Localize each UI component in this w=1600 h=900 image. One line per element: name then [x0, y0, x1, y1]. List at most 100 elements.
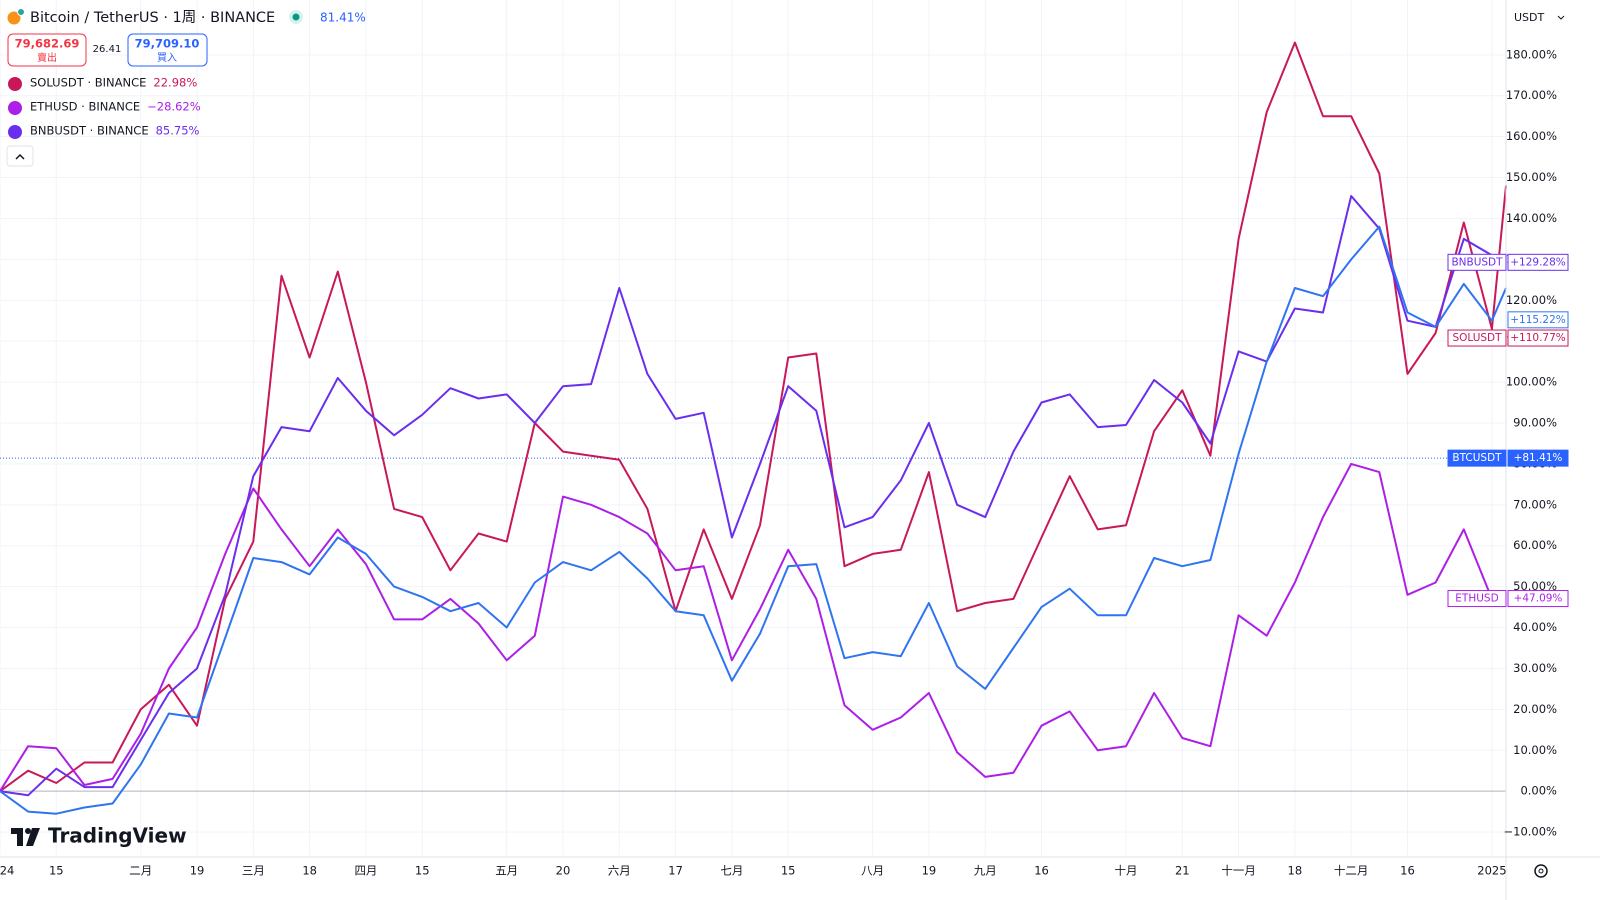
symbol-icon: [7, 11, 21, 25]
price-label-name: BTCUSDT: [1452, 452, 1502, 464]
price-label-name-box: [1447, 253, 1507, 271]
price-label-value: +115.22%: [1510, 314, 1566, 326]
collapse-icon: [15, 153, 25, 160]
x-tick-label: 15: [781, 864, 796, 878]
price-label-value: +129.28%: [1510, 256, 1566, 268]
sell-price: 79,682.69: [15, 37, 80, 51]
legend: SOLUSDT · BINANCE 22.98% ETHUSD · BINANCE −…: [8, 76, 201, 139]
x-tick-label: 2025: [1477, 864, 1506, 878]
price-labels: BNBUSDT +129.28% +115.22% SOLUSDT +110.77% BT…: [1447, 253, 1569, 608]
x-tick-label: 七月: [720, 864, 743, 878]
y-tick-label: 140.00%: [1506, 211, 1557, 225]
x-tick-label: 19: [190, 864, 205, 878]
currency-arrow: [1557, 15, 1565, 20]
price-label-name-box: [1447, 449, 1507, 467]
logo-mark-2: [26, 828, 40, 846]
price-label-name-box: [1447, 329, 1507, 347]
price-label-name: SOLUSDT: [1452, 332, 1502, 344]
x-tick-label: 16: [1034, 864, 1049, 878]
x-tick-label: 19: [922, 864, 937, 878]
y-tick-label: 90.00%: [1513, 416, 1557, 430]
x-tick-label: 15: [49, 864, 64, 878]
time-axis: 24 15 二月 19 三月 18 四月 15 五月 20 六月 17 七月 15 八月 19 九月 16 十月 21…: [0, 864, 1507, 878]
legend-name[interactable]: BNBUSDT · BINANCE: [30, 124, 149, 138]
x-tick-label: 九月: [974, 864, 997, 878]
y-tick-label: 50.00%: [1513, 579, 1557, 593]
y-tick-label: 0.00%: [1520, 784, 1557, 798]
x-tick-label: 20: [556, 864, 571, 878]
symbol-icon-badge: [17, 8, 25, 16]
price-label-name-box: [1447, 590, 1507, 608]
symbol-title[interactable]: Bitcoin / TetherUS · 1周 · BINANCE: [30, 10, 275, 26]
legend-icon: [8, 101, 22, 115]
buy-label: 買入: [157, 52, 177, 64]
plot-area: [0, 41, 1507, 815]
price-label-value: +47.09%: [1514, 593, 1563, 605]
logo-mark: [11, 828, 23, 846]
price-label-value: +110.77%: [1510, 332, 1566, 344]
legend-change: −28.62%: [147, 100, 201, 114]
x-tick-label: 24: [0, 864, 14, 878]
price-label-name: ETHUSD: [1455, 593, 1498, 605]
y-tick-label: 20.00%: [1513, 702, 1557, 716]
x-tick-label: 21: [1175, 864, 1190, 878]
legend-icon: [8, 77, 22, 91]
x-tick-label: 十月: [1114, 864, 1137, 878]
price-label-value: +81.41%: [1514, 452, 1563, 464]
y-tick-label: 120.00%: [1506, 293, 1557, 307]
header: Bitcoin / TetherUS · 1周 · BINANCE 81.41%…: [7, 8, 366, 67]
symbol-change: 81.41%: [320, 11, 366, 25]
x-tick-label: 十一月: [1221, 864, 1256, 878]
y-tick-label: 30.00%: [1513, 661, 1557, 675]
logo-text: TradingView: [48, 824, 187, 848]
price-label-box: [1507, 311, 1569, 329]
x-tick-label: 18: [302, 864, 317, 878]
y-tick-label: −10.00%: [1504, 825, 1558, 839]
x-tick-label: 四月: [354, 864, 377, 878]
series-line: [0, 225, 1507, 815]
grid: [0, 0, 1506, 855]
x-tick-label: 五月: [495, 864, 518, 878]
y-tick-label: 160.00%: [1506, 129, 1557, 143]
legend-name[interactable]: ETHUSD · BINANCE: [30, 100, 140, 114]
y-tick-label: 60.00%: [1513, 538, 1557, 552]
y-tick-label: 10.00%: [1513, 743, 1557, 757]
x-tick-label: 十二月: [1334, 864, 1369, 878]
logo-dot: [25, 828, 31, 834]
buy-button[interactable]: [127, 33, 208, 67]
y-tick-label: 70.00%: [1513, 497, 1557, 511]
price-label-box: [1507, 449, 1569, 467]
sell-label: 賣出: [37, 51, 57, 64]
y-tick-label: 40.00%: [1513, 620, 1557, 634]
y-tick-label: 180.00%: [1506, 47, 1557, 61]
logo: TradingView: [11, 824, 187, 848]
x-tick-label: 17: [668, 864, 683, 878]
x-tick-label: 16: [1400, 864, 1415, 878]
sell-button[interactable]: [7, 33, 87, 67]
y-tick-label: 100.00%: [1506, 375, 1557, 389]
x-tick-label: 三月: [242, 864, 265, 878]
price-label-box: [1507, 329, 1569, 347]
x-tick-label: 18: [1288, 864, 1303, 878]
x-tick-label: 15: [415, 864, 430, 878]
legend-name[interactable]: SOLUSDT · BINANCE: [30, 76, 146, 90]
legend-change: 22.98%: [153, 76, 197, 90]
currency-selector[interactable]: USDT: [1514, 11, 1545, 24]
legend-change: 85.75%: [156, 124, 200, 138]
y-tick-label: 150.00%: [1506, 170, 1557, 184]
y-tick-label: 170.00%: [1506, 88, 1557, 102]
series-line: [0, 41, 1507, 793]
status-dot: [292, 13, 300, 21]
price-label-name: BNBUSDT: [1451, 256, 1503, 268]
x-tick-label: 六月: [608, 864, 631, 878]
settings-icon-center: [1538, 868, 1544, 874]
settings-button[interactable]: [1534, 864, 1548, 878]
spread: 26.41: [93, 44, 122, 55]
legend-icon: [8, 125, 22, 139]
buy-price: 79,709.10: [135, 37, 200, 51]
x-tick-label: 二月: [129, 864, 152, 878]
price-label-box: [1507, 253, 1569, 271]
x-tick-label: 八月: [861, 864, 884, 878]
